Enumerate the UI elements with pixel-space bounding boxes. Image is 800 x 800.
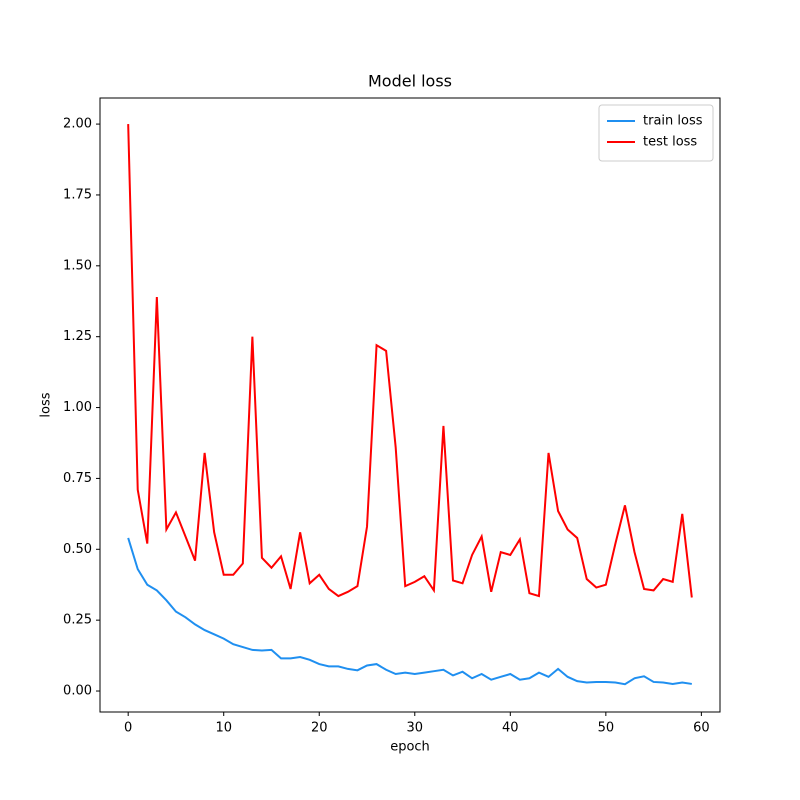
y-tick-label: 0.00 [63,684,92,699]
legend-label: test loss [643,135,697,150]
x-tick-label: 50 [598,721,615,736]
y-tick-label: 1.00 [63,400,92,415]
x-tick-label: 30 [407,721,424,736]
x-axis-label: epoch [390,740,430,755]
plot-frame [99,97,721,713]
y-tick-label: 1.25 [63,329,92,344]
y-tick-label: 2.00 [63,117,92,132]
x-tick-label: 60 [693,721,710,736]
line-series [127,537,692,686]
legend-label: train loss [643,114,703,129]
line-series [127,124,693,598]
y-axis-label: loss [39,392,54,417]
x-tick-label: 40 [502,721,519,736]
y-tick-label: 1.75 [63,187,92,202]
y-tick-label: 0.75 [63,471,92,486]
x-tick-label: 0 [124,721,132,736]
chart-title: Model loss [368,72,452,91]
y-tick-label: 0.25 [63,613,92,628]
y-tick-label: 0.50 [63,542,92,557]
legend-box [598,104,714,162]
x-tick-label: 20 [311,721,328,736]
y-tick-label: 1.50 [63,258,92,273]
x-tick-label: 10 [215,721,232,736]
